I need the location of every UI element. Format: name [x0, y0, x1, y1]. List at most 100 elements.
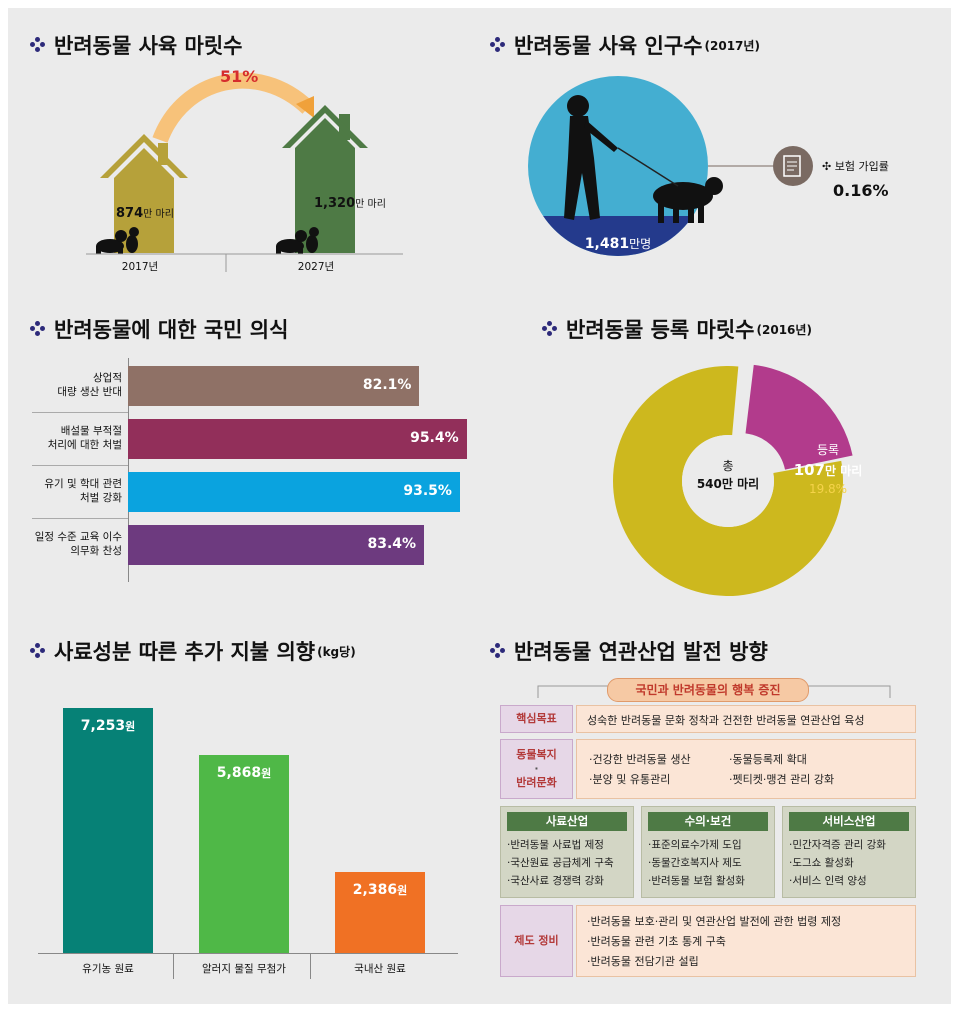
growth-percent: 51% [220, 67, 258, 86]
welfare-label-line2: 반려문화 [516, 776, 557, 789]
industry-column: 수의·보건 ·표준의료수가제 도입 ·동물간호복지사 제도 ·반려동물 보험 활성화 [641, 806, 775, 898]
bar: 5,868원 [199, 754, 289, 953]
unregistered-slice [612, 366, 843, 596]
population-value: 1,481만명 [585, 236, 651, 252]
system-item: ·반려동물 전담기관 설립 [587, 955, 699, 968]
owner-population-graphic: 1,481만명 ✣ 보험 가입률 0.16% [528, 76, 889, 256]
value-2017: 874만 마리 [116, 206, 174, 221]
welfare-label: 동물복지 · 반려문화 [500, 739, 573, 799]
welfare-item: ·건강한 반려동물 생산 [589, 753, 691, 766]
welfare-item: ·펫티켓·맹견 관리 강화 [729, 773, 835, 786]
industry-column-title: 수의·보건 [648, 812, 768, 831]
industry-column-item: ·민간자격증 관리 강화 [789, 839, 886, 851]
dogs-icon-2017 [96, 227, 139, 254]
diamond-bullet-icon [490, 37, 506, 53]
system-item: ·반려동물 보호·관리 및 연관산업 발전에 관한 법령 제정 [587, 915, 842, 928]
bar: 93.5% [128, 472, 460, 512]
industry-column-title: 사료산업 [507, 812, 627, 831]
bar: 2,386원 [335, 872, 425, 953]
section-title-willingness-to-pay: 사료성분 따른 추가 지불 의향 (kg당) [30, 636, 356, 666]
diamond-bullet-icon [490, 643, 506, 659]
welfare-label-dot: · [534, 762, 539, 775]
bar: 82.1% [128, 366, 420, 406]
section-title-registered-pets: 반려동물 등록 마릿수 (2016년) [542, 314, 812, 344]
registered-value: 107만 마리 [794, 461, 863, 479]
core-goal-text: 성숙한 반려동물 문화 정착과 건전한 반려동물 연관산업 육성 [576, 705, 916, 733]
leash [617, 147, 679, 187]
bar-category-label: 국내산 원료 [354, 963, 406, 975]
section-title-owner-population: 반려동물 사육 인구수 (2017년) [490, 30, 760, 60]
x-axis [38, 953, 458, 954]
system-box: ·반려동물 보호·관리 및 연관산업 발전에 관한 법령 제정 ·반려동물 관련… [576, 905, 916, 977]
welfare-item: ·분양 및 유통관리 [589, 773, 671, 786]
industry-column-item: ·동물간호복지사 제도 [648, 857, 742, 869]
industry-column-item: ·국산원료 공급체계 구축 [507, 857, 614, 869]
diamond-bullet-icon [542, 321, 558, 337]
industry-column-item: ·국산사료 경쟁력 강화 [507, 875, 604, 887]
bar-value-label: 2,386원 [352, 882, 408, 899]
bar-value-label: 93.5% [403, 483, 452, 499]
house-2027 [282, 105, 368, 253]
welfare-right-list: ·동물등록제 확대 ·펫티켓·맹견 관리 강화 [729, 750, 834, 790]
infographic: 반려동물 사육 마릿수 51% 874만 마리 1,320만 [8, 8, 951, 1004]
welfare-box: ·건강한 반려동물 생산 ·분양 및 유통관리 ·동물등록제 확대 ·펫티켓·맹… [576, 739, 916, 799]
registration-donut-chart: 총 540만 마리 등록 107만 마리 19.8% [612, 364, 863, 596]
industry-column-title: 서비스산업 [789, 812, 909, 831]
bar: 95.4% [128, 419, 467, 459]
section-title-public-awareness: 반려동물에 대한 국민 의식 [30, 314, 288, 344]
row-divider [32, 518, 128, 519]
section-title-pet-count: 반려동물 사육 마릿수 [30, 30, 243, 60]
registered-percent: 19.8% [809, 482, 847, 496]
donut-total-value: 540만 마리 [697, 476, 759, 491]
industry-column-item: ·반려동물 보험 활성화 [648, 875, 745, 887]
industry-column: 사료산업 ·반려동물 사료법 제정 ·국산원료 공급체계 구축 ·국산사료 경쟁력 강… [500, 806, 634, 898]
bar-category-label: 일정 수준 교육 이수 의무화 찬성 [34, 531, 122, 557]
welfare-left-list: ·건강한 반려동물 생산 ·분양 및 유통관리 [589, 750, 691, 790]
core-goal-label: 핵심목표 [500, 705, 573, 733]
bar-category-label: 상업적 대량 생산 반대 [57, 372, 122, 398]
year-2017: 2017년 [122, 261, 158, 273]
bar-axis [128, 358, 129, 582]
section-title-industry-direction: 반려동물 연관산업 발전 방향 [490, 636, 768, 666]
industry-column-item: ·서비스 인력 양성 [789, 875, 867, 887]
system-item: ·반려동물 관련 기초 통계 구축 [587, 935, 726, 948]
bar-value-label: 82.1% [362, 377, 412, 393]
x-axis-divider [173, 953, 174, 979]
industry-column: 서비스산업 ·민간자격증 관리 강화 ·도그쇼 활성화 ·서비스 인력 양성 [782, 806, 916, 898]
bar-value-label: 5,868원 [216, 764, 272, 781]
pet-count-chart: 51% 874만 마리 1,320만 마리 2017년 2027년 [86, 67, 403, 273]
bar-category-label: 유기 및 학대 관련 처벌 강화 [44, 478, 122, 504]
diamond-bullet-icon [30, 643, 46, 659]
bar-category-label: 배설물 부적절 처리에 대한 처벌 [47, 425, 122, 451]
registered-slice [745, 364, 853, 470]
growth-arrow-head [296, 96, 314, 118]
bar-value-label: 95.4% [410, 430, 459, 446]
row-divider [32, 412, 128, 413]
bar-category-label: 알러지 물질 무첨가 [202, 963, 286, 975]
industry-column-item: ·표준의료수가제 도입 [648, 839, 742, 851]
dogs-icon-2027 [276, 227, 319, 254]
bar-value-label: 83.4% [367, 536, 417, 552]
system-label: 제도 정비 [500, 905, 573, 977]
person-walking-dog-icon [564, 95, 723, 223]
bar-value-label: 7,253원 [80, 718, 136, 734]
diamond-bullet-icon [30, 37, 46, 53]
x-axis-divider [310, 953, 311, 979]
bar: 83.4% [128, 525, 425, 565]
bar-category-label: 유기농 원료 [82, 963, 134, 975]
insurance-value: 0.16% [833, 181, 889, 200]
insurance-label: ✣ 보험 가입률 [822, 160, 889, 173]
value-2027: 1,320만 마리 [314, 196, 386, 211]
donut-total-label: 총 [722, 459, 733, 473]
industry-column-item: ·도그쇼 활성화 [789, 857, 854, 869]
industry-column-item: ·반려동물 사료법 제정 [507, 839, 604, 851]
growth-arrow [152, 72, 314, 144]
welfare-label-line1: 동물복지 [516, 748, 557, 761]
row-divider [32, 465, 128, 466]
year-2027: 2027년 [298, 261, 334, 273]
donut-hole [682, 435, 774, 527]
diamond-bullet-icon [30, 321, 46, 337]
registered-label: 등록 [817, 443, 839, 457]
bar: 7,253원 [63, 708, 153, 953]
goal-banner: 국민과 반려동물의 행복 증진 [607, 678, 809, 702]
